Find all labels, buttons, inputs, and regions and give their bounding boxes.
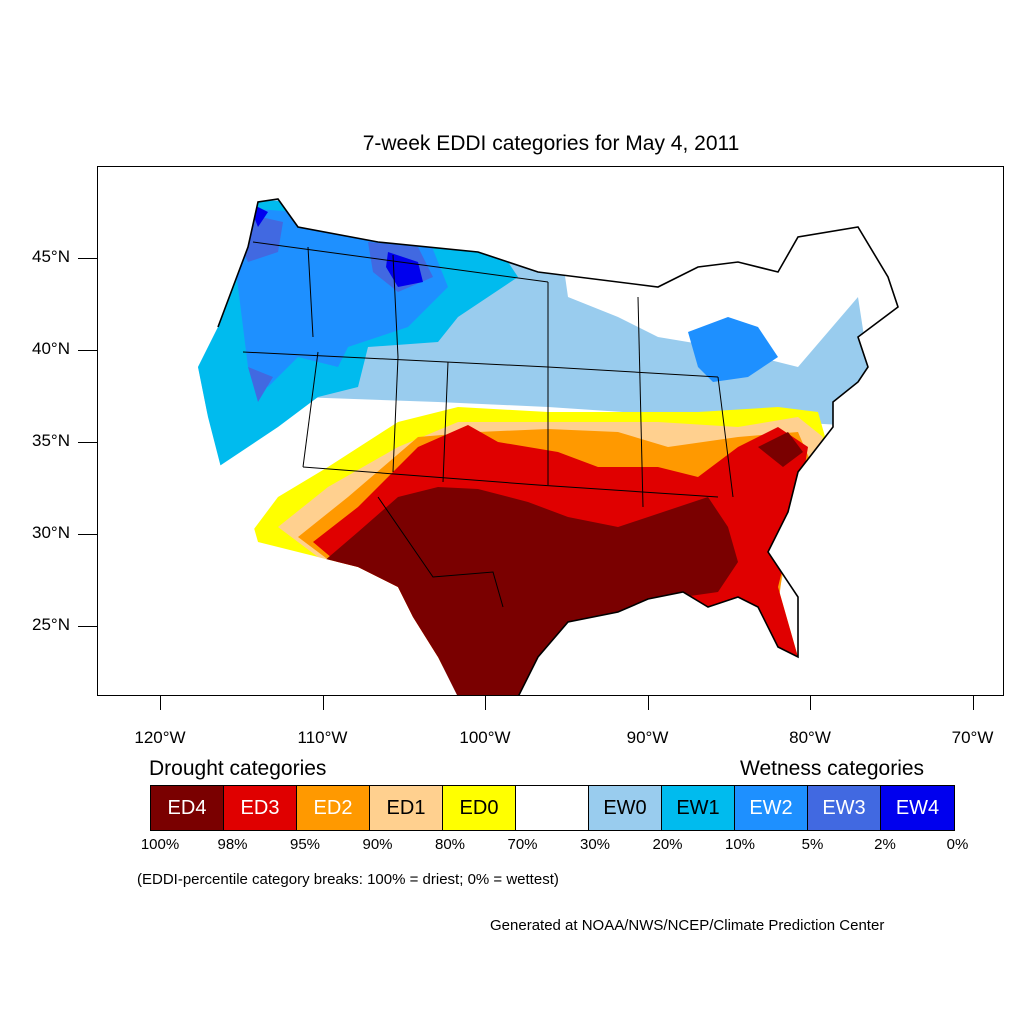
lat-tick-label: 25°N	[32, 615, 70, 634]
lat-tick	[78, 258, 98, 259]
lon-tick-label: 80°W	[789, 728, 831, 747]
legend-break-label: 30%	[579, 836, 611, 853]
legend-swatch-ew2: EW2	[735, 786, 808, 830]
boundaries	[217, 198, 899, 695]
legend-swatch-ew0: EW0	[589, 786, 662, 830]
lat-tick	[78, 442, 98, 443]
lon-tick	[972, 696, 974, 710]
lon-tick-label: 120°W	[134, 728, 186, 747]
map-title: 7-week EDDI categories for May 4, 2011	[362, 132, 740, 155]
lon-tick-label: 110°W	[297, 728, 348, 747]
lon-tick-label: 90°W	[626, 728, 669, 747]
lat-tick	[78, 626, 98, 627]
ew4-region	[248, 202, 423, 287]
lon-tick	[647, 696, 649, 710]
map-panel	[97, 166, 1004, 696]
legend-swatch-ew4: EW4	[881, 786, 954, 830]
legend-break-label: 98%	[217, 836, 248, 853]
lat-tick-label: 40°N	[32, 339, 70, 358]
lon-tick-label: 70°W	[951, 728, 994, 747]
legend-break-label: 95%	[289, 836, 321, 853]
legend-break-label: 100%	[140, 836, 180, 853]
wetness-heading: Wetness categories	[740, 757, 925, 780]
legend-break-label: 20%	[652, 836, 683, 853]
eddi-map	[98, 167, 1003, 695]
legend-break-label: 90%	[362, 836, 393, 853]
legend-swatch-ed4: ED4	[151, 786, 224, 830]
lat-tick	[78, 350, 98, 351]
lon-tick	[810, 696, 811, 710]
lon-tick	[322, 696, 324, 710]
credit-line: Generated at NOAA/NWS/NCEP/Climate Predi…	[490, 917, 885, 934]
drought-heading: Drought categories	[149, 757, 327, 780]
legend-break-label: 2%	[874, 836, 896, 853]
ew2-greatlakes	[688, 317, 778, 382]
category-note: (EDDI-percentile category breaks: 100% =…	[137, 871, 559, 888]
color-legend: ED4 ED3 ED2 ED1 ED0 EW0 EW1 EW2 EW3 EW4	[150, 785, 955, 831]
lat-tick	[78, 534, 98, 535]
legend-swatch-ed1: ED1	[370, 786, 443, 830]
legend-swatch-ed0: ED0	[443, 786, 516, 830]
lon-tick	[485, 696, 486, 710]
legend-swatch-neutral	[516, 786, 589, 830]
legend-break-label: 70%	[507, 836, 538, 853]
legend-swatch-ed3: ED3	[224, 786, 297, 830]
legend-break-label: 0%	[946, 836, 969, 853]
legend-swatch-ed2: ED2	[297, 786, 370, 830]
legend-break-label: 5%	[801, 836, 824, 853]
legend-swatch-ew1: EW1	[662, 786, 735, 830]
legend-break-label: 10%	[724, 836, 756, 853]
lat-tick-label: 30°N	[32, 523, 70, 542]
lat-tick-label: 45°N	[32, 247, 70, 266]
lon-tick	[160, 696, 161, 710]
legend-swatch-ew3: EW3	[808, 786, 881, 830]
legend-break-label: 80%	[434, 836, 466, 853]
ed4-southeast	[758, 432, 803, 467]
lat-tick-label: 35°N	[32, 431, 70, 450]
lon-tick-label: 100°W	[459, 728, 511, 747]
